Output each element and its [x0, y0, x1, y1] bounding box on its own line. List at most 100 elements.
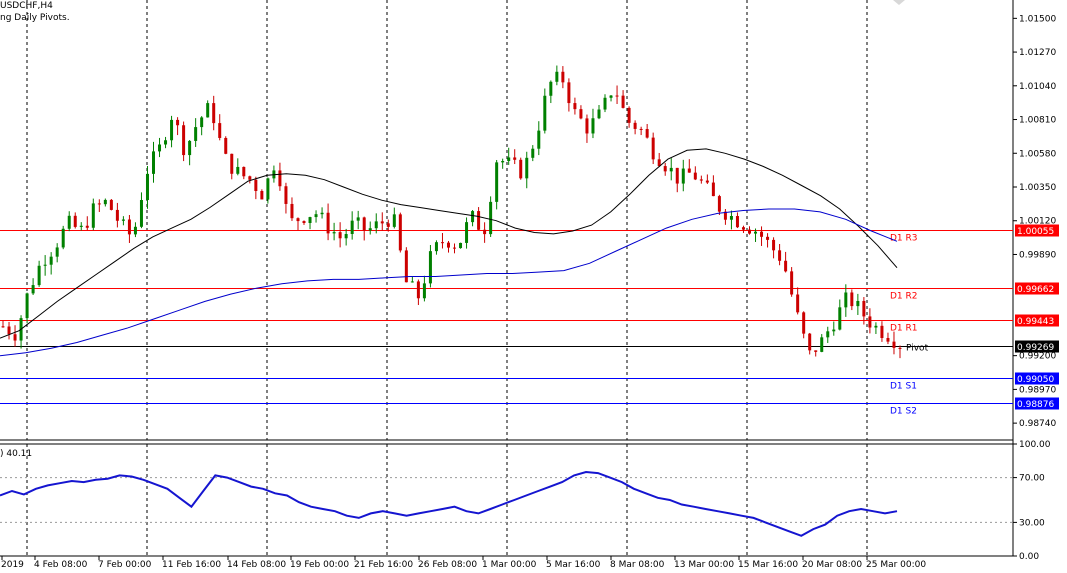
candle-body — [212, 103, 216, 124]
osc-tick-label: 70.00 — [1019, 474, 1045, 484]
candle-body — [206, 103, 210, 118]
candle-body — [392, 214, 396, 227]
candle-body — [675, 167, 679, 184]
oscillator-label: ) 40.11 — [0, 449, 33, 459]
candle-body — [139, 200, 143, 227]
y-tick-label: 0.99890 — [1019, 250, 1056, 260]
candle-body — [639, 128, 643, 130]
candle-body — [422, 283, 426, 299]
candle-body — [585, 118, 589, 134]
candle-body — [651, 137, 655, 160]
candle-body — [224, 137, 228, 154]
candle-body — [543, 95, 547, 131]
candle-body — [278, 170, 282, 187]
pivot-level-label: D1 R1 — [890, 324, 918, 334]
candle-body — [188, 140, 192, 156]
candle-body — [37, 265, 41, 286]
candle-body — [1, 326, 5, 328]
candle-body — [519, 159, 523, 179]
pivot-level-label: D1 R3 — [890, 234, 918, 244]
candle-body — [260, 191, 264, 200]
candle-body — [314, 214, 318, 218]
candle-body — [248, 176, 252, 180]
y-tick-label: 0.98970 — [1019, 385, 1056, 395]
candle-body — [645, 129, 649, 138]
candle-body — [152, 151, 156, 174]
y-tick-label: 0.99200 — [1019, 352, 1056, 362]
moving-average-slow-line — [0, 208, 898, 357]
moving-averages — [0, 148, 898, 357]
candle-body — [669, 167, 673, 172]
y-tick-label: 1.01500 — [1019, 14, 1056, 24]
x-tick-label: 26 Feb 08:00 — [418, 560, 477, 570]
candle-body — [127, 219, 131, 235]
candle-body — [284, 186, 288, 204]
candle-body — [67, 215, 71, 229]
candle-body — [182, 125, 186, 156]
candle-body — [410, 281, 414, 283]
x-tick-label: 15 Mar 16:00 — [738, 560, 798, 570]
candle-body — [766, 236, 770, 240]
pivot-level-label: D1 S2 — [890, 407, 917, 417]
candle-body — [326, 212, 330, 234]
x-tick-label: 11 Feb 16:00 — [162, 560, 221, 570]
candle-body — [754, 231, 758, 234]
pivot-level-label: D1 R2 — [890, 292, 918, 302]
candle-body — [49, 256, 53, 265]
candle-body — [549, 81, 553, 96]
shift-marker-icon[interactable] — [893, 0, 905, 5]
candle-body — [663, 166, 667, 172]
candle-body — [573, 103, 577, 110]
candle-body — [483, 229, 487, 235]
candle-body — [723, 211, 727, 220]
candle-body — [507, 157, 511, 162]
candle-body — [477, 211, 481, 230]
candle-body — [266, 178, 270, 200]
pivot-level-label: Pivot — [906, 344, 929, 354]
price-tag: 0.99269 — [1015, 340, 1059, 353]
candle-body — [25, 293, 29, 319]
candle-body — [705, 180, 709, 183]
x-tick-label: 2019 — [1, 560, 24, 570]
candle-body — [747, 229, 751, 234]
candle-body — [784, 260, 788, 272]
candle-body — [296, 218, 300, 222]
candle-body — [537, 130, 541, 149]
candle-body — [790, 271, 794, 295]
x-tick-label: 4 Feb 08:00 — [34, 560, 88, 570]
candle-body — [61, 228, 65, 248]
price-tag-background — [1015, 224, 1059, 237]
candle-body — [164, 140, 168, 145]
candle-body — [338, 232, 342, 239]
candle-body — [489, 201, 493, 235]
candle-body — [844, 292, 848, 308]
candle-body — [898, 347, 902, 349]
candle-body — [79, 225, 83, 227]
indicator-label: ng Daily Pivots. — [0, 13, 70, 23]
x-tick-label: 21 Feb 16:00 — [354, 560, 413, 570]
candle-body — [465, 222, 469, 243]
y-tick-label: 1.00810 — [1019, 116, 1056, 126]
x-tick-label: 19 Feb 00:00 — [290, 560, 349, 570]
candle-body — [501, 161, 505, 163]
candle-body — [609, 95, 613, 98]
price-tag-label: 1.00055 — [1017, 227, 1054, 237]
candle-body — [97, 203, 101, 205]
price-tag-background — [1015, 372, 1059, 385]
osc-tick-label: 0.00 — [1019, 552, 1039, 562]
price-tag-label: 0.99050 — [1017, 375, 1054, 385]
candle-body — [103, 199, 107, 205]
candle-body — [374, 221, 378, 229]
candle-body — [772, 239, 776, 251]
candle-body — [796, 294, 800, 313]
candle-body — [356, 217, 360, 221]
x-tick-label: 7 Feb 00:00 — [98, 560, 152, 570]
oscillator-line — [0, 470, 898, 537]
pivot-level-label: D1 S1 — [890, 382, 917, 392]
candle-body — [850, 292, 854, 307]
candle-body — [862, 300, 866, 317]
candle-body — [603, 97, 607, 110]
candle-body — [459, 242, 463, 249]
price-tag-label: 0.99662 — [1017, 285, 1054, 295]
candle-body — [158, 144, 162, 152]
